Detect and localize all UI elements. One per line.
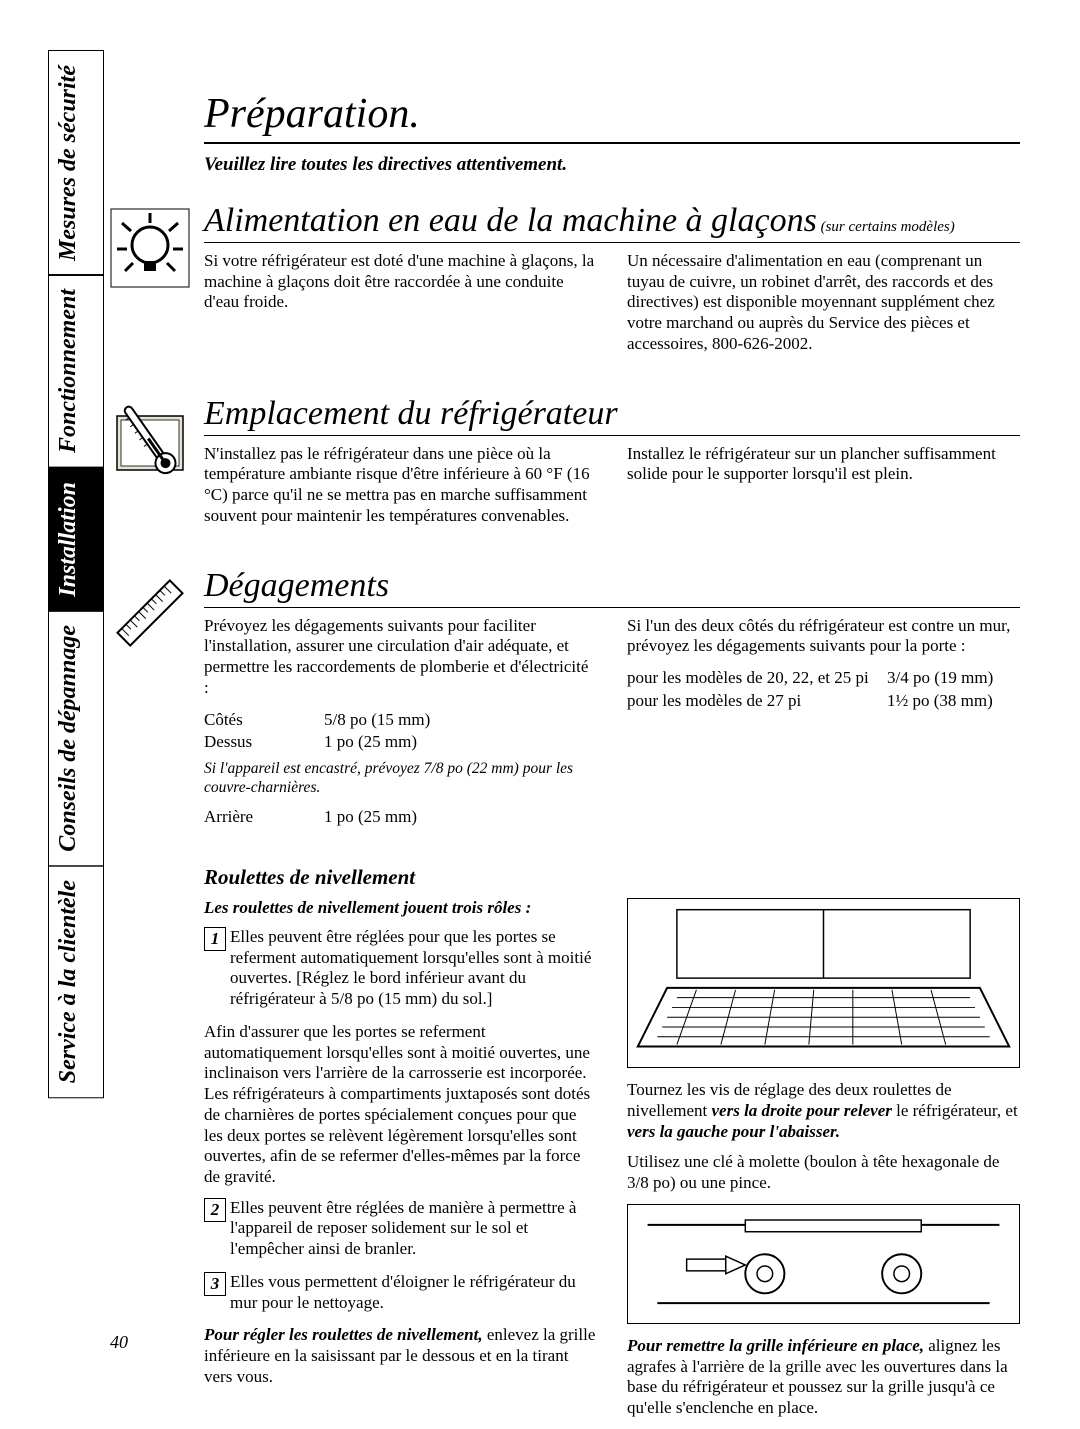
- section-clearances: Dégagements Prévoyez les dégagements sui…: [110, 567, 1020, 836]
- clearance-note: Si l'appareil est encastré, prévoyez 7/8…: [204, 760, 597, 798]
- replace-lead: Pour remettre la grille inférieure en pl…: [627, 1336, 924, 1355]
- clearances-left: Prévoyez les dégagements suivants pour f…: [204, 616, 597, 836]
- rollers-between: Afin d'assurer que les portes se referme…: [204, 1022, 597, 1188]
- rollers-right: Tournez les vis de réglage des deux roul…: [627, 898, 1020, 1429]
- step-text: Elles vous permettent d'éloigner le réfr…: [230, 1272, 597, 1313]
- water-right-p: Un nécessaire d'alimentation en eau (com…: [627, 251, 1020, 355]
- side-tab-bar: Mesures de sécurité Fonctionnement Insta…: [48, 50, 104, 1357]
- spec-value: 1 po (25 mm): [324, 731, 597, 754]
- spec-label: Arrière: [204, 806, 324, 829]
- rollers-turn: Tournez les vis de réglage des deux roul…: [627, 1080, 1020, 1142]
- table-row: pour les modèles de 20, 22, et 25 pi3/4 …: [627, 667, 1020, 690]
- spec-label: pour les modèles de 27 pi: [627, 690, 887, 713]
- step-number-2: 2: [204, 1198, 226, 1222]
- tab-service: Service à la clientèle: [48, 865, 104, 1098]
- rollers-tool: Utilisez une clé à molette (boulon à têt…: [627, 1152, 1020, 1193]
- grille-illustration: [627, 898, 1020, 1068]
- heading-water: Alimentation en eau de la machine à glaç…: [204, 202, 1020, 243]
- spec-value: 1 po (25 mm): [324, 806, 597, 829]
- tab-securite: Mesures de sécurité: [48, 50, 104, 276]
- tab-installation: Installation: [48, 467, 104, 612]
- idea-icon: [104, 202, 196, 294]
- spec-value: 1½ po (38 mm): [887, 690, 1020, 713]
- spec-value: 3/4 po (19 mm): [887, 667, 1020, 690]
- turn-bold2: vers la gauche pour l'abaisser.: [627, 1122, 840, 1141]
- spec-label: Dessus: [204, 731, 324, 754]
- section-location: Emplacement du réfrigérateur N'installez…: [110, 395, 1020, 537]
- section-water: Alimentation en eau de la machine à glaç…: [110, 202, 1020, 365]
- water-right: Un nécessaire d'alimentation en eau (com…: [627, 251, 1020, 365]
- clearances-left-intro: Prévoyez les dégagements suivants pour f…: [204, 616, 597, 699]
- heading-clearances: Dégagements: [204, 567, 1020, 608]
- clearance-table-left2: Arrière1 po (25 mm): [204, 806, 597, 829]
- tab-fonctionnement: Fonctionnement: [48, 274, 104, 468]
- step-text: Elles peuvent être réglées pour que les …: [230, 927, 597, 1010]
- directive-line: Veuillez lire toutes les directives atte…: [204, 154, 1020, 176]
- rollers-left: Les roulettes de nivellement jouent troi…: [204, 898, 597, 1429]
- water-left: Si votre réfrigérateur est doté d'une ma…: [204, 251, 597, 365]
- water-left-p: Si votre réfrigérateur est doté d'une ma…: [204, 251, 597, 313]
- spec-label: Côtés: [204, 709, 324, 732]
- list-item: 2 Elles peuvent être réglées de manière …: [204, 1198, 597, 1260]
- clearances-right-intro: Si l'un des deux côtés du réfrigérateur …: [627, 616, 1020, 657]
- rollers-replace: Pour remettre la grille inférieure en pl…: [627, 1336, 1020, 1419]
- page-title: Préparation.: [204, 90, 1020, 144]
- turn-mid: le réfrigérateur, et: [892, 1101, 1018, 1120]
- step-text: Elles peuvent être réglées de manière à …: [230, 1198, 597, 1260]
- roller-screw-illustration: [627, 1204, 1020, 1324]
- clearance-table-left: Côtés5/8 po (15 mm) Dessus1 po (25 mm): [204, 709, 597, 755]
- spec-label: pour les modèles de 20, 22, et 25 pi: [627, 667, 887, 690]
- location-left-p: N'installez pas le réfrigérateur dans un…: [204, 444, 597, 527]
- step-number-3: 3: [204, 1272, 226, 1296]
- step-number-1: 1: [204, 927, 226, 951]
- table-row: Côtés5/8 po (15 mm): [204, 709, 597, 732]
- rollers-intro: Les roulettes de nivellement jouent troi…: [204, 898, 597, 919]
- tab-depannage: Conseils de dépannage: [48, 610, 104, 867]
- heading-water-text: Alimentation en eau de la machine à glaç…: [204, 202, 817, 239]
- table-row: pour les modèles de 27 pi1½ po (38 mm): [627, 690, 1020, 713]
- clearances-right: Si l'un des deux côtés du réfrigérateur …: [627, 616, 1020, 836]
- location-right: Installez le réfrigérateur sur un planch…: [627, 444, 1020, 537]
- page-number: 40: [110, 1332, 128, 1353]
- table-row: Arrière1 po (25 mm): [204, 806, 597, 829]
- heading-water-sub: (sur certains modèles): [817, 219, 955, 235]
- clearance-table-right: pour les modèles de 20, 22, et 25 pi3/4 …: [627, 667, 1020, 713]
- list-item: 3 Elles vous permettent d'éloigner le ré…: [204, 1272, 597, 1313]
- table-row: Dessus1 po (25 mm): [204, 731, 597, 754]
- list-item: 1 Elles peuvent être réglées pour que le…: [204, 927, 597, 1010]
- thermometer-icon: [104, 395, 196, 487]
- rollers-adjust: Pour régler les roulettes de nivellement…: [204, 1325, 597, 1387]
- location-right-p: Installez le réfrigérateur sur un planch…: [627, 444, 1020, 485]
- section-rollers: Roulettes de nivellement Les roulettes d…: [110, 865, 1020, 1429]
- spec-value: 5/8 po (15 mm): [324, 709, 597, 732]
- location-left: N'installez pas le réfrigérateur dans un…: [204, 444, 597, 537]
- ruler-icon: [104, 567, 196, 659]
- adjust-lead: Pour régler les roulettes de nivellement…: [204, 1325, 483, 1344]
- heading-location: Emplacement du réfrigérateur: [204, 395, 1020, 436]
- turn-bold1: vers la droite pour relever: [712, 1101, 892, 1120]
- rollers-title: Roulettes de nivellement: [204, 865, 1020, 890]
